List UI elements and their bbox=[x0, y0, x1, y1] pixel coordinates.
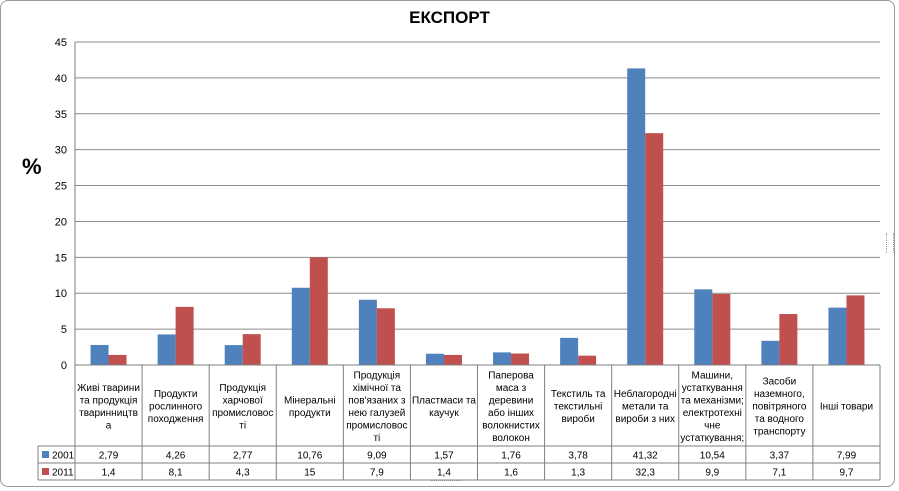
bar-2001-3 bbox=[224, 345, 243, 365]
data-label-2001: 3,37 bbox=[770, 451, 790, 462]
bar-2011-2 bbox=[175, 306, 194, 365]
data-label-2011: 8,1 bbox=[169, 468, 183, 479]
bar-2001-2 bbox=[157, 334, 176, 365]
category-label: Живі тварини та продукція тваринництв а bbox=[77, 383, 140, 432]
y-tick-label: 0 bbox=[61, 360, 67, 372]
bar-2011-11 bbox=[779, 314, 798, 365]
category-label: Текстиль та текстильні вироби bbox=[551, 389, 606, 425]
bar-2001-4 bbox=[291, 287, 310, 365]
bar-2011-12 bbox=[846, 295, 865, 365]
y-tick-label: 45 bbox=[55, 37, 67, 49]
y-tick-label: 5 bbox=[61, 324, 67, 336]
data-label-2011: 9,9 bbox=[705, 468, 719, 479]
bar-2011-1 bbox=[108, 354, 127, 365]
category-label: Продукти рослинного походження bbox=[148, 389, 204, 425]
bar-2011-9 bbox=[645, 133, 664, 365]
data-label-2001: 1,57 bbox=[434, 451, 454, 462]
data-label-2011: 15 bbox=[304, 468, 316, 479]
bar-2001-9 bbox=[627, 68, 646, 366]
data-label-2011: 1,4 bbox=[437, 468, 451, 479]
data-label-2011: 32,3 bbox=[635, 468, 655, 479]
data-label-2001: 41,32 bbox=[633, 451, 658, 462]
data-label-2011: 4,3 bbox=[236, 468, 250, 479]
category-label: Мінеральні продукти bbox=[284, 395, 336, 419]
category-label: Неблагородні метали та вироби з них bbox=[614, 388, 677, 425]
y-tick-label: 15 bbox=[55, 252, 67, 264]
category-label: Продукція хімічної та пов'язаних з нею галу… bbox=[346, 370, 407, 444]
bar-2001-10 bbox=[694, 289, 713, 365]
bar-2001-5 bbox=[358, 299, 377, 365]
data-label-2001: 3,78 bbox=[568, 451, 588, 462]
bar-2011-3 bbox=[242, 334, 261, 365]
data-label-2001: 9,09 bbox=[367, 451, 387, 462]
bar-2001-8 bbox=[560, 337, 579, 365]
data-label-2001: 10,54 bbox=[700, 451, 725, 462]
data-label-2011: 9,7 bbox=[840, 468, 854, 479]
category-label: Паперова маса з деревини або інших волокнист… bbox=[482, 370, 540, 444]
data-label-2001: 4,26 bbox=[166, 451, 186, 462]
data-label-2011: 1,6 bbox=[504, 468, 518, 479]
bar-2011-7 bbox=[511, 353, 530, 365]
bar-2001-11 bbox=[761, 340, 780, 365]
data-label-2001: 10,76 bbox=[297, 451, 322, 462]
bar-2001-6 bbox=[425, 353, 444, 365]
category-label: Продукція харчової промисловос ті bbox=[212, 383, 273, 432]
bar-2011-4 bbox=[309, 257, 328, 365]
legend-key-2001 bbox=[42, 451, 49, 458]
y-tick-label: 30 bbox=[55, 145, 67, 157]
y-tick-label: 20 bbox=[55, 216, 67, 228]
data-label-2011: 1,4 bbox=[102, 468, 116, 479]
legend-key-2011 bbox=[42, 468, 49, 475]
y-tick-label: 40 bbox=[55, 73, 67, 85]
y-axis-label: % bbox=[22, 154, 42, 179]
bar-2011-10 bbox=[712, 293, 731, 365]
category-label: Інші товари bbox=[820, 402, 873, 413]
y-tick-label: 35 bbox=[55, 109, 67, 121]
bar-2011-8 bbox=[578, 355, 597, 365]
data-label-2011: 1,3 bbox=[571, 468, 585, 479]
data-label-2001: 2,77 bbox=[233, 451, 253, 462]
data-label-2001: 1,76 bbox=[501, 451, 521, 462]
bar-2001-12 bbox=[828, 307, 847, 365]
data-label-2011: 7,9 bbox=[370, 468, 384, 479]
data-label-2011: 7,1 bbox=[772, 468, 786, 479]
category-label: Машини, устаткування та механізми; електрот… bbox=[680, 370, 744, 444]
y-tick-label: 10 bbox=[55, 288, 67, 300]
bar-2011-6 bbox=[443, 354, 462, 365]
data-label-2001: 7,99 bbox=[837, 451, 857, 462]
y-tick-label: 25 bbox=[55, 181, 67, 193]
resize-handle-right[interactable] bbox=[886, 233, 894, 253]
data-label-2001: 2,79 bbox=[99, 451, 119, 462]
bar-2001-7 bbox=[493, 352, 512, 365]
legend-label-2011: 2011 bbox=[52, 468, 74, 479]
category-label: Засоби наземного, повітряного та водного тра… bbox=[752, 376, 806, 438]
bar-2011-5 bbox=[376, 308, 395, 365]
category-label: Пластмаси та каучук bbox=[412, 395, 476, 419]
legend-label-2001: 2001 bbox=[52, 451, 75, 462]
chart-title: ЕКСПОРТ bbox=[409, 8, 490, 27]
bar-2001-1 bbox=[90, 344, 109, 365]
